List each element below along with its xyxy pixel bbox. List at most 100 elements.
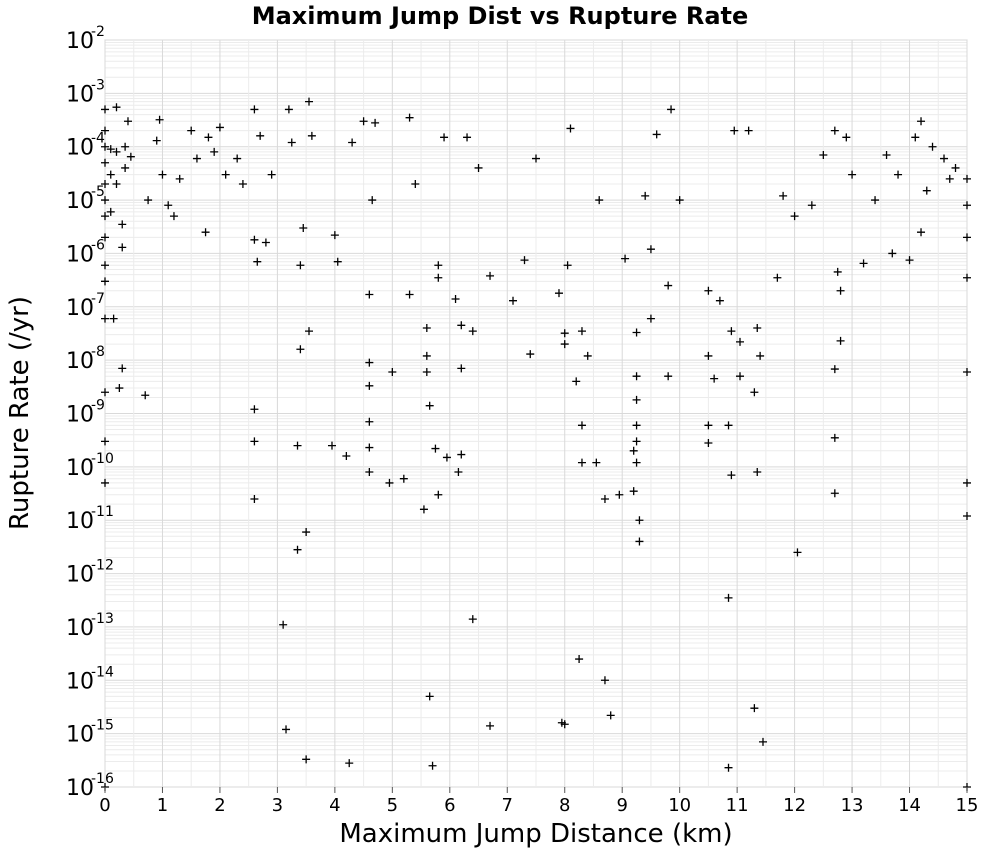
- y-tick: 10-13: [66, 611, 114, 641]
- data-point: [560, 720, 569, 729]
- data-point: [365, 417, 374, 426]
- data-point: [434, 261, 443, 270]
- data-point: [425, 401, 434, 410]
- data-point: [282, 725, 291, 734]
- data-point: [888, 249, 897, 258]
- y-tick: 10-6: [66, 237, 105, 267]
- data-point: [101, 478, 109, 487]
- data-point: [664, 372, 673, 381]
- data-point: [520, 256, 529, 265]
- data-point: [115, 384, 124, 393]
- y-tick: 10-10: [66, 451, 114, 481]
- data-point: [296, 345, 305, 354]
- data-point: [632, 372, 641, 381]
- data-point: [951, 163, 960, 172]
- y-tick-exponent: -4: [91, 131, 105, 147]
- data-point: [560, 340, 569, 349]
- data-point: [261, 238, 270, 247]
- data-point: [192, 154, 201, 163]
- data-point: [457, 321, 466, 330]
- data-point: [422, 351, 431, 360]
- data-point: [575, 655, 584, 664]
- data-point: [256, 131, 265, 140]
- chart-title: Maximum Jump Dist vs Rupture Rate: [252, 2, 749, 30]
- y-tick: 10-15: [66, 718, 114, 748]
- data-point: [141, 391, 150, 400]
- y-tick-exponent: -10: [91, 451, 114, 467]
- data-point: [963, 273, 971, 282]
- data-point: [554, 289, 563, 298]
- x-tick-label: 5: [387, 795, 398, 816]
- data-point: [629, 446, 638, 455]
- data-point: [169, 212, 178, 221]
- data-point: [302, 755, 311, 764]
- data-point: [928, 142, 937, 151]
- data-point: [121, 163, 130, 172]
- data-point: [773, 273, 782, 282]
- data-point: [940, 154, 949, 163]
- y-tick: 10-16: [66, 771, 114, 801]
- data-point: [632, 421, 641, 430]
- y-tick-exponent: -11: [91, 504, 114, 520]
- x-tick-label: 13: [841, 795, 864, 816]
- y-tick-base: 10: [66, 242, 94, 267]
- data-point: [428, 761, 437, 770]
- data-point: [457, 364, 466, 373]
- x-tick-label: 11: [726, 795, 749, 816]
- data-point: [101, 105, 109, 114]
- y-tick-exponent: -8: [91, 344, 105, 360]
- data-point: [215, 123, 224, 132]
- data-point: [250, 405, 259, 414]
- data-point: [422, 367, 431, 376]
- data-point: [101, 212, 109, 221]
- data-point: [753, 324, 762, 333]
- data-point: [632, 437, 641, 446]
- data-point: [296, 261, 305, 270]
- data-point: [210, 147, 219, 156]
- data-point: [345, 759, 354, 768]
- data-point: [871, 196, 880, 205]
- x-tick-label: 3: [272, 795, 283, 816]
- data-point: [727, 327, 736, 336]
- data-point: [615, 490, 624, 499]
- y-tick: 10-5: [66, 184, 105, 214]
- data-point: [577, 458, 586, 467]
- data-point: [204, 133, 213, 142]
- data-point: [859, 259, 868, 268]
- y-tick-base: 10: [66, 616, 94, 641]
- x-axis-ticks: 0 1 2 3 4 5 6 7 8 9 10 11 12 13 14 15: [99, 787, 978, 816]
- y-tick-exponent: -14: [91, 664, 114, 680]
- y-tick-exponent: -6: [91, 237, 105, 253]
- y-tick: 10-7: [66, 291, 105, 321]
- data-point: [101, 314, 109, 323]
- grid-lines: [104, 39, 968, 788]
- data-point: [583, 351, 592, 360]
- data-point: [365, 290, 374, 299]
- data-point: [664, 281, 673, 290]
- data-point: [333, 257, 342, 266]
- y-tick-base: 10: [66, 29, 94, 54]
- data-point: [830, 365, 839, 374]
- data-point: [509, 296, 518, 305]
- data-point: [963, 233, 971, 242]
- y-tick-base: 10: [66, 563, 94, 588]
- data-point: [422, 324, 431, 333]
- data-point: [221, 170, 230, 179]
- data-point: [595, 196, 604, 205]
- y-tick-exponent: -9: [91, 398, 105, 414]
- data-point: [963, 201, 971, 210]
- data-point: [399, 474, 408, 483]
- data-point: [118, 364, 127, 373]
- data-point: [894, 170, 903, 179]
- data-point: [807, 201, 816, 210]
- data-point: [106, 170, 115, 179]
- data-point: [572, 377, 581, 386]
- data-point: [106, 207, 115, 216]
- x-tick-label: 14: [898, 795, 921, 816]
- data-point: [371, 118, 380, 127]
- x-tick-label: 4: [329, 795, 340, 816]
- data-point: [101, 388, 109, 397]
- data-point: [730, 126, 739, 135]
- data-point: [833, 267, 842, 276]
